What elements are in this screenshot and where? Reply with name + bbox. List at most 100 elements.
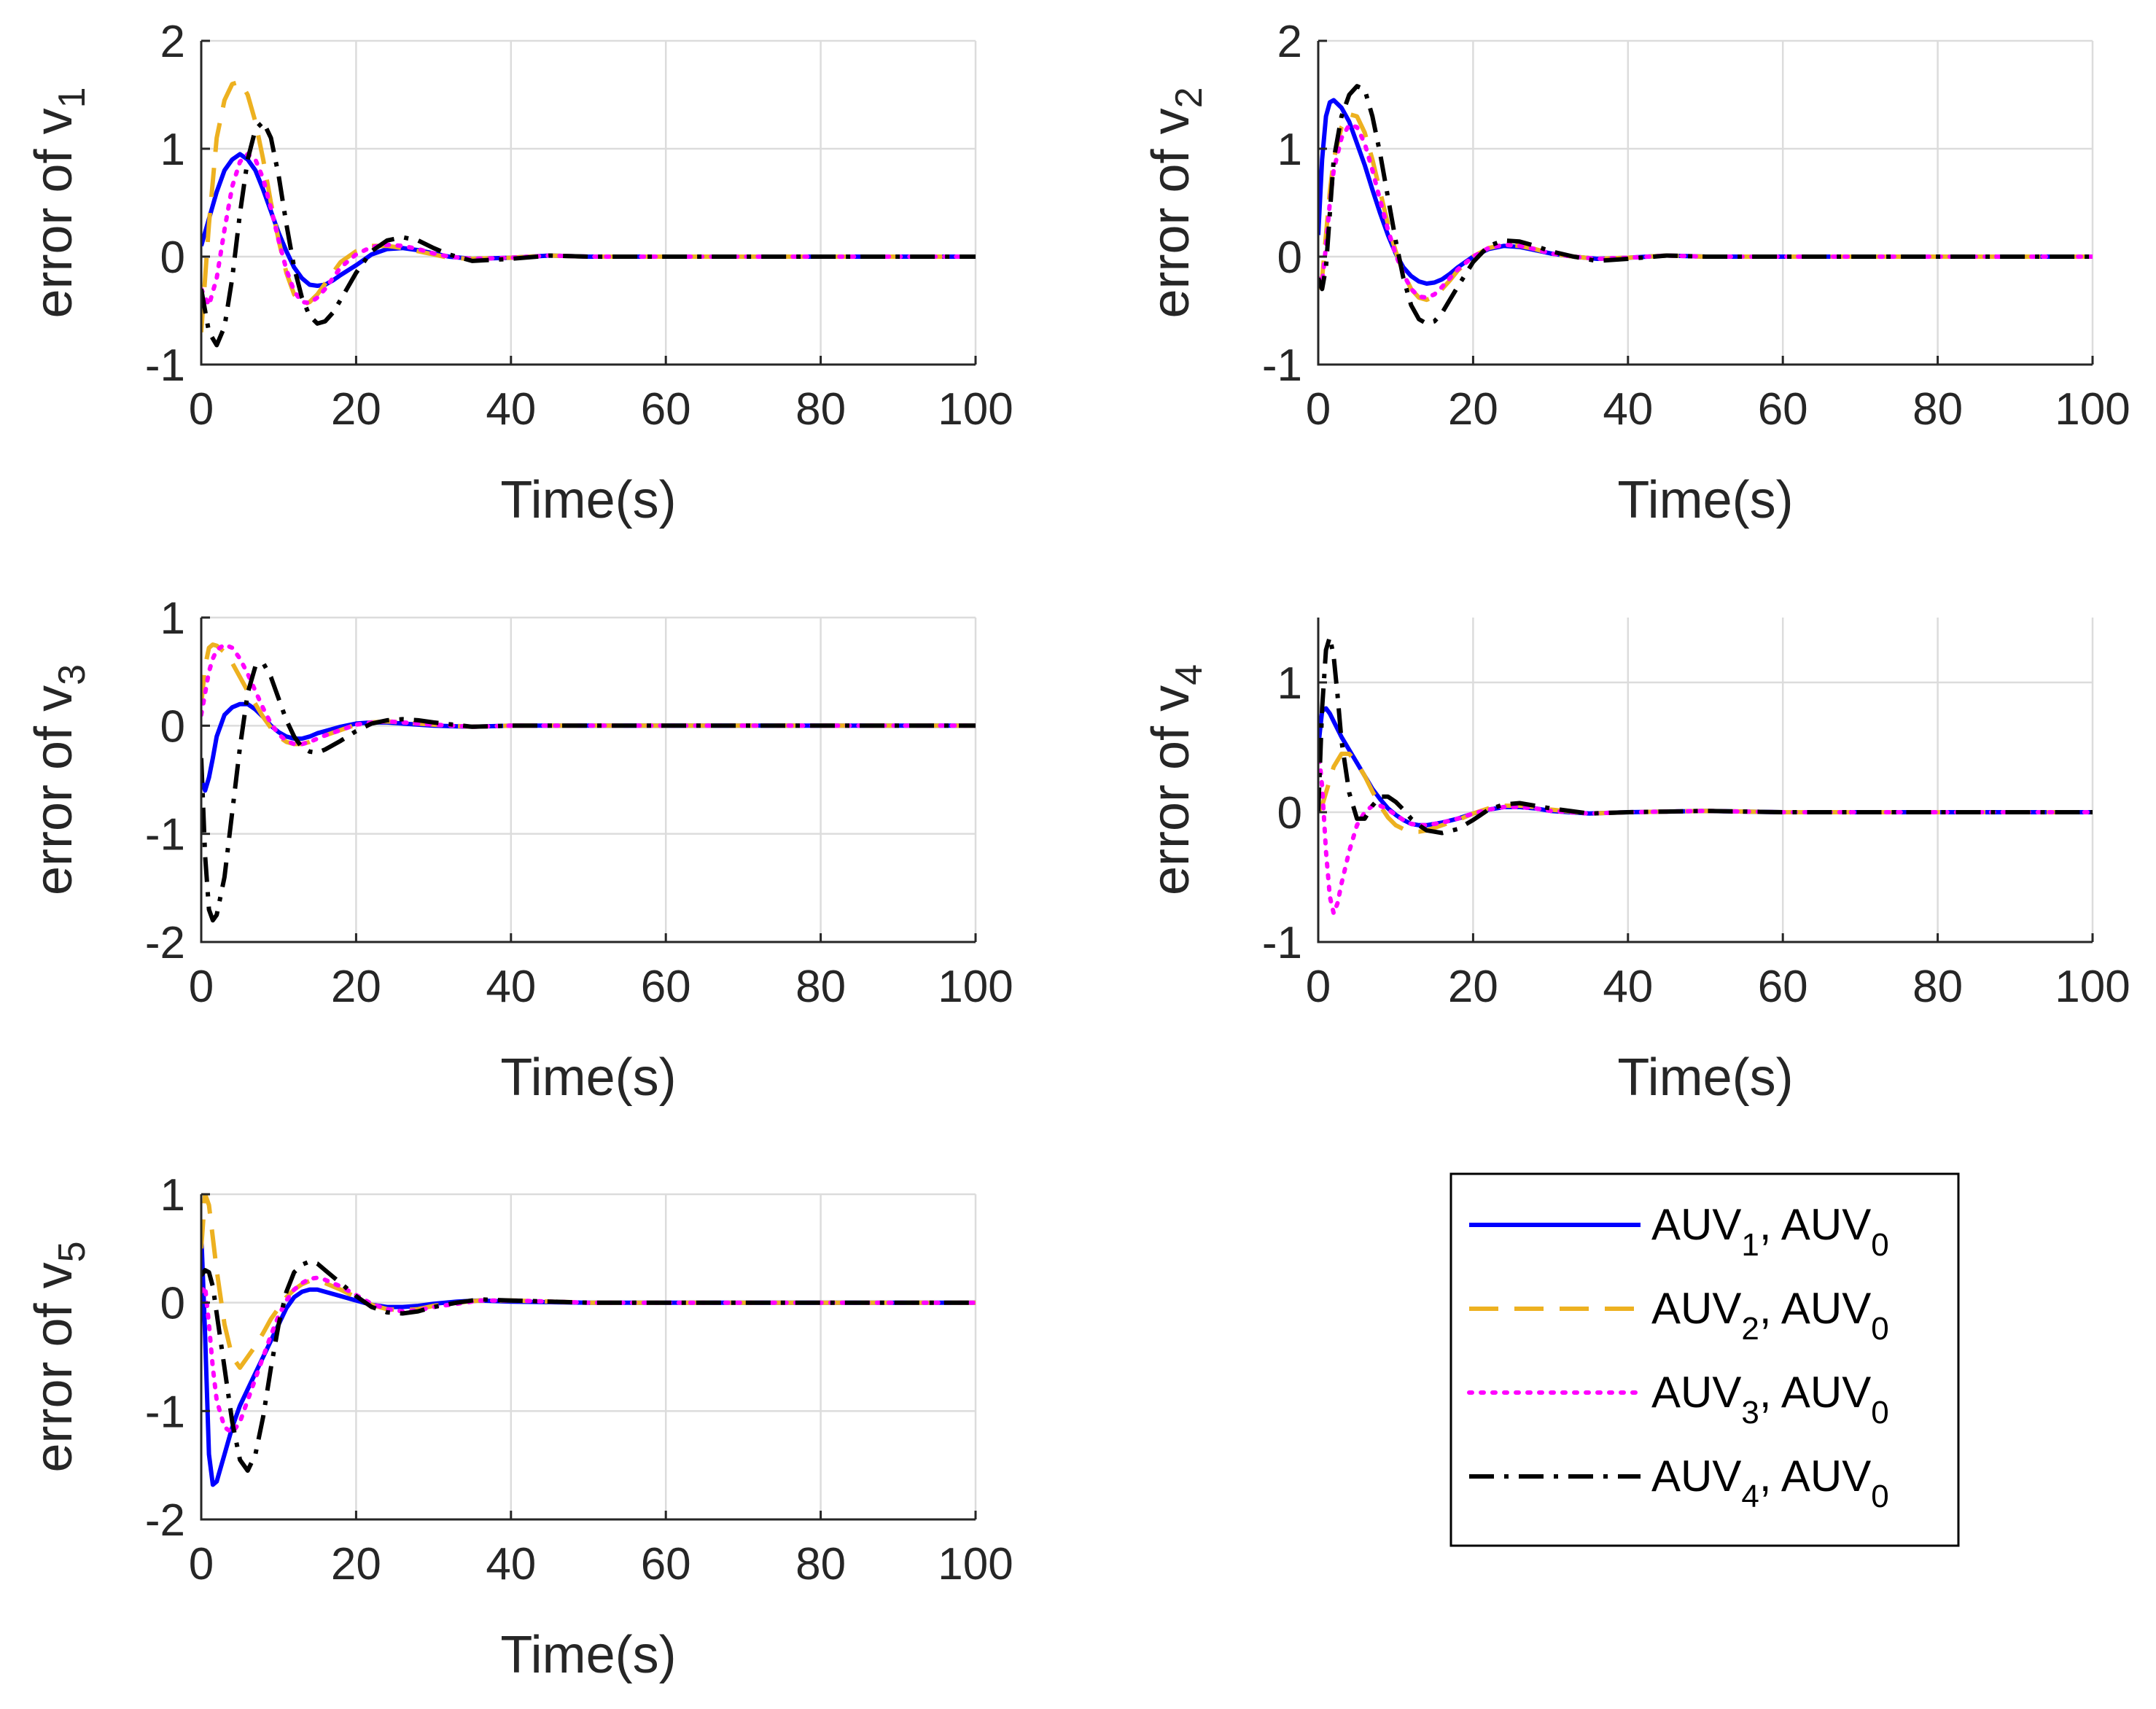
y-axis-title: error of v5 [25,1242,93,1473]
x-tick-label: 40 [486,384,536,435]
x-tick-label: 0 [189,384,214,435]
axis-lines [200,41,976,366]
axis-lines [200,618,976,943]
y-tick-label: -1 [1262,340,1302,391]
series-line-auv4 [1318,634,2093,836]
series-line-auv4 [201,661,976,923]
x-tick-label: 100 [2055,384,2130,435]
x-tick-label: 40 [486,962,536,1012]
series-line-auv2 [201,642,976,747]
y-axis-title-text: error of v [1142,108,1200,318]
x-tick-label: 60 [641,384,691,435]
x-tick-label: 40 [486,1539,536,1589]
legend-box [1449,1172,1960,1547]
x-tick-label: 0 [1306,962,1331,1012]
y-tick-label: 0 [160,233,185,283]
y-axis-title-subscript: 5 [51,1242,93,1263]
x-tick-label: 20 [1448,962,1498,1012]
y-tick-label: -1 [145,1387,185,1437]
y-tick-label: -1 [145,810,185,860]
y-tick-label: 0 [1277,788,1302,838]
x-tick-label: 40 [1603,962,1653,1012]
legend: AUV1, AUV0 AUV2, AUV0 AUV3, AUV0 AUV4, AUV0 [1449,1172,1960,1547]
y-tick-label: -2 [145,918,185,968]
x-tick-label: 100 [938,384,1013,435]
series-line-auv3 [201,152,976,308]
series-line-auv4 [1318,84,2093,326]
x-tick-label: 20 [331,384,381,435]
x-axis-title: Time(s) [1617,471,1793,529]
x-tick-label: 60 [1758,384,1808,435]
y-tick-label: 0 [1277,233,1302,283]
legend-label-auv3: AUV3, AUV0 [1651,1368,1889,1430]
series-line-auv1 [201,152,976,288]
x-axis-title: Time(s) [500,1626,676,1684]
series-line-auv1 [201,1231,976,1487]
x-tick-label: 100 [938,1539,1013,1589]
y-axis-title-subscript: 4 [1168,664,1210,685]
y-tick-label: 0 [160,1279,185,1329]
y-tick-label: -1 [145,340,185,391]
y-axis-title-subscript: 1 [51,87,93,109]
series-line-auv1 [201,701,976,793]
x-tick-label: 20 [331,962,381,1012]
legend-label-auv4: AUV4, AUV0 [1651,1452,1889,1514]
x-tick-label: 80 [795,384,846,435]
y-axis-title-text: error of v [25,108,83,318]
y-axis-title-text: error of v [25,1262,83,1472]
series-line-auv4 [201,120,976,348]
x-tick-label: 60 [641,962,691,1012]
x-tick-label: 20 [1448,384,1498,435]
y-tick-label: 1 [160,1170,185,1221]
y-axis-title-subscript: 2 [1168,87,1210,109]
series-line-auv3 [1318,122,2093,300]
x-tick-label: 80 [795,962,846,1012]
y-tick-label: 2 [160,17,185,67]
x-tick-label: 20 [331,1539,381,1589]
x-tick-label: 60 [1758,962,1808,1012]
y-axis-title-text: error of v [25,685,83,895]
x-axis-title: Time(s) [500,1048,676,1107]
series-group [1318,84,2093,326]
legend-label-auv1: AUV1, AUV0 [1651,1200,1889,1263]
series-line-auv2 [201,79,976,332]
y-tick-label: 1 [1277,658,1302,709]
y-axis-title: error of v2 [1142,87,1210,319]
y-axis-title: error of v4 [1142,664,1210,895]
subplot-v5: 0 20 40 60 80 100 -2 -1 0 1 Time(s) error of v5 [25,1170,1013,1684]
axis-lines [1317,41,2093,366]
x-tick-label: 100 [2055,962,2130,1012]
x-tick-label: 80 [1912,384,1963,435]
y-tick-label: 2 [1277,17,1302,67]
axis-lines [1317,618,2093,943]
x-tick-label: 100 [938,962,1013,1012]
x-tick-label: 80 [795,1539,846,1589]
y-axis-title-text: error of v [1142,685,1200,895]
x-tick-label: 80 [1912,962,1963,1012]
x-axis-title: Time(s) [500,471,676,529]
y-axis-title: error of v1 [25,87,93,319]
x-axis-title: Time(s) [1617,1048,1793,1107]
subplot-v3: 0 20 40 60 80 100 -2 -1 0 1 Time(s) error of v3 [25,593,1013,1107]
x-tick-label: 60 [641,1539,691,1589]
x-tick-label: 0 [189,1539,214,1589]
x-tick-label: 0 [189,962,214,1012]
y-tick-label: 1 [1277,125,1302,175]
y-tick-label: 1 [160,125,185,175]
series-line-auv3 [201,642,976,747]
y-tick-label: 1 [160,593,185,644]
series-line-auv2 [1318,112,2093,303]
y-tick-label: -1 [1262,918,1302,968]
x-tick-label: 0 [1306,384,1331,435]
y-tick-label: 0 [160,701,185,752]
y-axis-title: error of v3 [25,664,93,895]
series-group [1318,634,2093,916]
x-tick-label: 40 [1603,384,1653,435]
series-line-auv2 [201,1194,976,1370]
series-group [201,1194,976,1487]
series-line-auv2 [1318,751,2093,834]
